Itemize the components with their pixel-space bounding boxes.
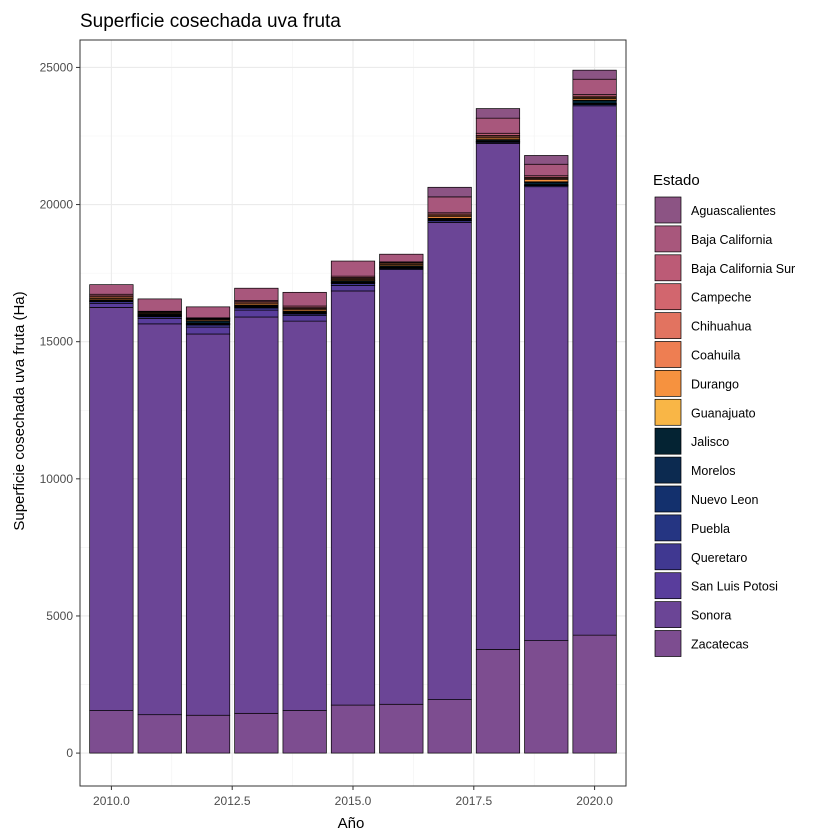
bar-segment bbox=[282, 315, 327, 322]
bars bbox=[89, 69, 617, 754]
bar-segment bbox=[330, 704, 376, 754]
x-tick-label: 2015.0 bbox=[335, 794, 372, 808]
legend-swatch bbox=[654, 312, 682, 339]
legend-label: Morelos bbox=[691, 464, 735, 478]
legend-label: Durango bbox=[691, 377, 739, 391]
bar-segment bbox=[427, 186, 472, 198]
x-axis: 2010.0 2012.5 2015.0 2017.5 2020.0 bbox=[93, 786, 613, 808]
legend-label: Queretaro bbox=[691, 551, 747, 565]
y-tick-label: 25000 bbox=[40, 60, 74, 74]
legend-swatch bbox=[654, 341, 682, 368]
bar-segment bbox=[524, 186, 569, 641]
bar-segment bbox=[427, 222, 472, 700]
legend-swatch bbox=[654, 254, 682, 282]
legend-label: Baja California Sur bbox=[691, 262, 795, 276]
legend-label: Chihuahua bbox=[691, 320, 752, 334]
y-axis-title: Superficie cosechada uva fruta (Ha) bbox=[11, 291, 28, 530]
bar-segment bbox=[379, 269, 424, 705]
bar-segment bbox=[524, 163, 569, 177]
bar-segment bbox=[282, 320, 327, 711]
bar-segment bbox=[524, 640, 569, 754]
bar-segment bbox=[379, 703, 424, 754]
bar-segment bbox=[572, 634, 617, 754]
bar-segment bbox=[185, 326, 231, 335]
legend-swatch bbox=[654, 398, 682, 426]
bar-segment bbox=[185, 333, 231, 716]
bar-segment bbox=[137, 318, 182, 325]
bar-segment bbox=[475, 649, 521, 754]
legend-swatch bbox=[654, 572, 682, 600]
y-axis: 0 5000 10000 15000 20000 25000 bbox=[40, 60, 80, 760]
bar-segment bbox=[330, 260, 376, 277]
bar-segment bbox=[234, 309, 279, 318]
bar-segment bbox=[89, 302, 134, 308]
bar-segment bbox=[282, 291, 327, 307]
legend-swatch bbox=[654, 427, 682, 455]
bar-segment bbox=[89, 284, 134, 295]
bar-segment bbox=[330, 285, 376, 292]
legend-swatch bbox=[654, 196, 682, 224]
y-tick-label: 20000 bbox=[40, 198, 74, 212]
bar-segment bbox=[330, 290, 376, 706]
legend-swatch bbox=[654, 283, 682, 311]
legend-swatch bbox=[654, 370, 682, 397]
legend-label: Guanajuato bbox=[691, 406, 756, 420]
bar-segment bbox=[234, 316, 279, 714]
bar-segment bbox=[234, 712, 279, 754]
x-tick-label: 2017.5 bbox=[455, 794, 492, 808]
bar-segment bbox=[234, 287, 279, 301]
bar-segment bbox=[572, 69, 617, 80]
legend-label: Campeche bbox=[691, 291, 751, 305]
legend-label: Coahuila bbox=[691, 349, 740, 363]
bar-segment bbox=[379, 253, 424, 263]
legend-swatch bbox=[654, 630, 682, 657]
legend-label: Nuevo Leon bbox=[691, 493, 758, 507]
x-axis-title: Año bbox=[338, 815, 365, 832]
bar-segment bbox=[185, 306, 231, 319]
bar-segment bbox=[282, 710, 327, 754]
x-tick-label: 2010.0 bbox=[93, 794, 130, 808]
y-tick-label: 0 bbox=[66, 746, 73, 760]
legend: Estado Aguascalientes Baja California Baja… bbox=[653, 172, 795, 657]
legend-swatch bbox=[654, 485, 682, 513]
bar-segment bbox=[572, 100, 617, 104]
legend-label: Sonora bbox=[691, 609, 731, 623]
bar-segment bbox=[89, 710, 134, 754]
bar-segment bbox=[137, 323, 182, 716]
bar-segment bbox=[185, 714, 231, 754]
bar-segment bbox=[572, 78, 617, 95]
bar-segment bbox=[137, 298, 182, 312]
chart-title: Superficie cosechada uva fruta bbox=[80, 11, 341, 32]
y-tick-label: 15000 bbox=[40, 335, 74, 349]
y-tick-label: 5000 bbox=[46, 609, 73, 623]
legend-label: San Luis Potosi bbox=[691, 580, 778, 594]
bar-segment bbox=[427, 699, 472, 754]
legend-swatch bbox=[654, 456, 682, 484]
x-tick-label: 2012.5 bbox=[214, 794, 251, 808]
legend-swatch bbox=[654, 543, 682, 571]
legend-swatch bbox=[654, 225, 682, 253]
legend-label: Puebla bbox=[691, 522, 730, 536]
legend-label: Zacatecas bbox=[691, 638, 749, 652]
x-tick-label: 2020.0 bbox=[576, 794, 613, 808]
legend-label: Baja California bbox=[691, 233, 772, 247]
y-tick-label: 10000 bbox=[40, 472, 74, 486]
bar-segment bbox=[427, 196, 472, 214]
bar-segment bbox=[475, 117, 521, 134]
legend-title: Estado bbox=[653, 172, 700, 189]
legend-label: Jalisco bbox=[691, 435, 729, 449]
bar-segment bbox=[524, 155, 569, 165]
bar-segment bbox=[475, 143, 521, 650]
bar-segment bbox=[89, 307, 134, 711]
legend-label: Aguascalientes bbox=[691, 204, 776, 218]
legend-swatch bbox=[654, 514, 682, 542]
legend-swatch bbox=[654, 601, 682, 628]
bar-segment bbox=[475, 108, 521, 119]
bar-segment bbox=[137, 714, 182, 754]
bar-segment bbox=[572, 105, 617, 636]
